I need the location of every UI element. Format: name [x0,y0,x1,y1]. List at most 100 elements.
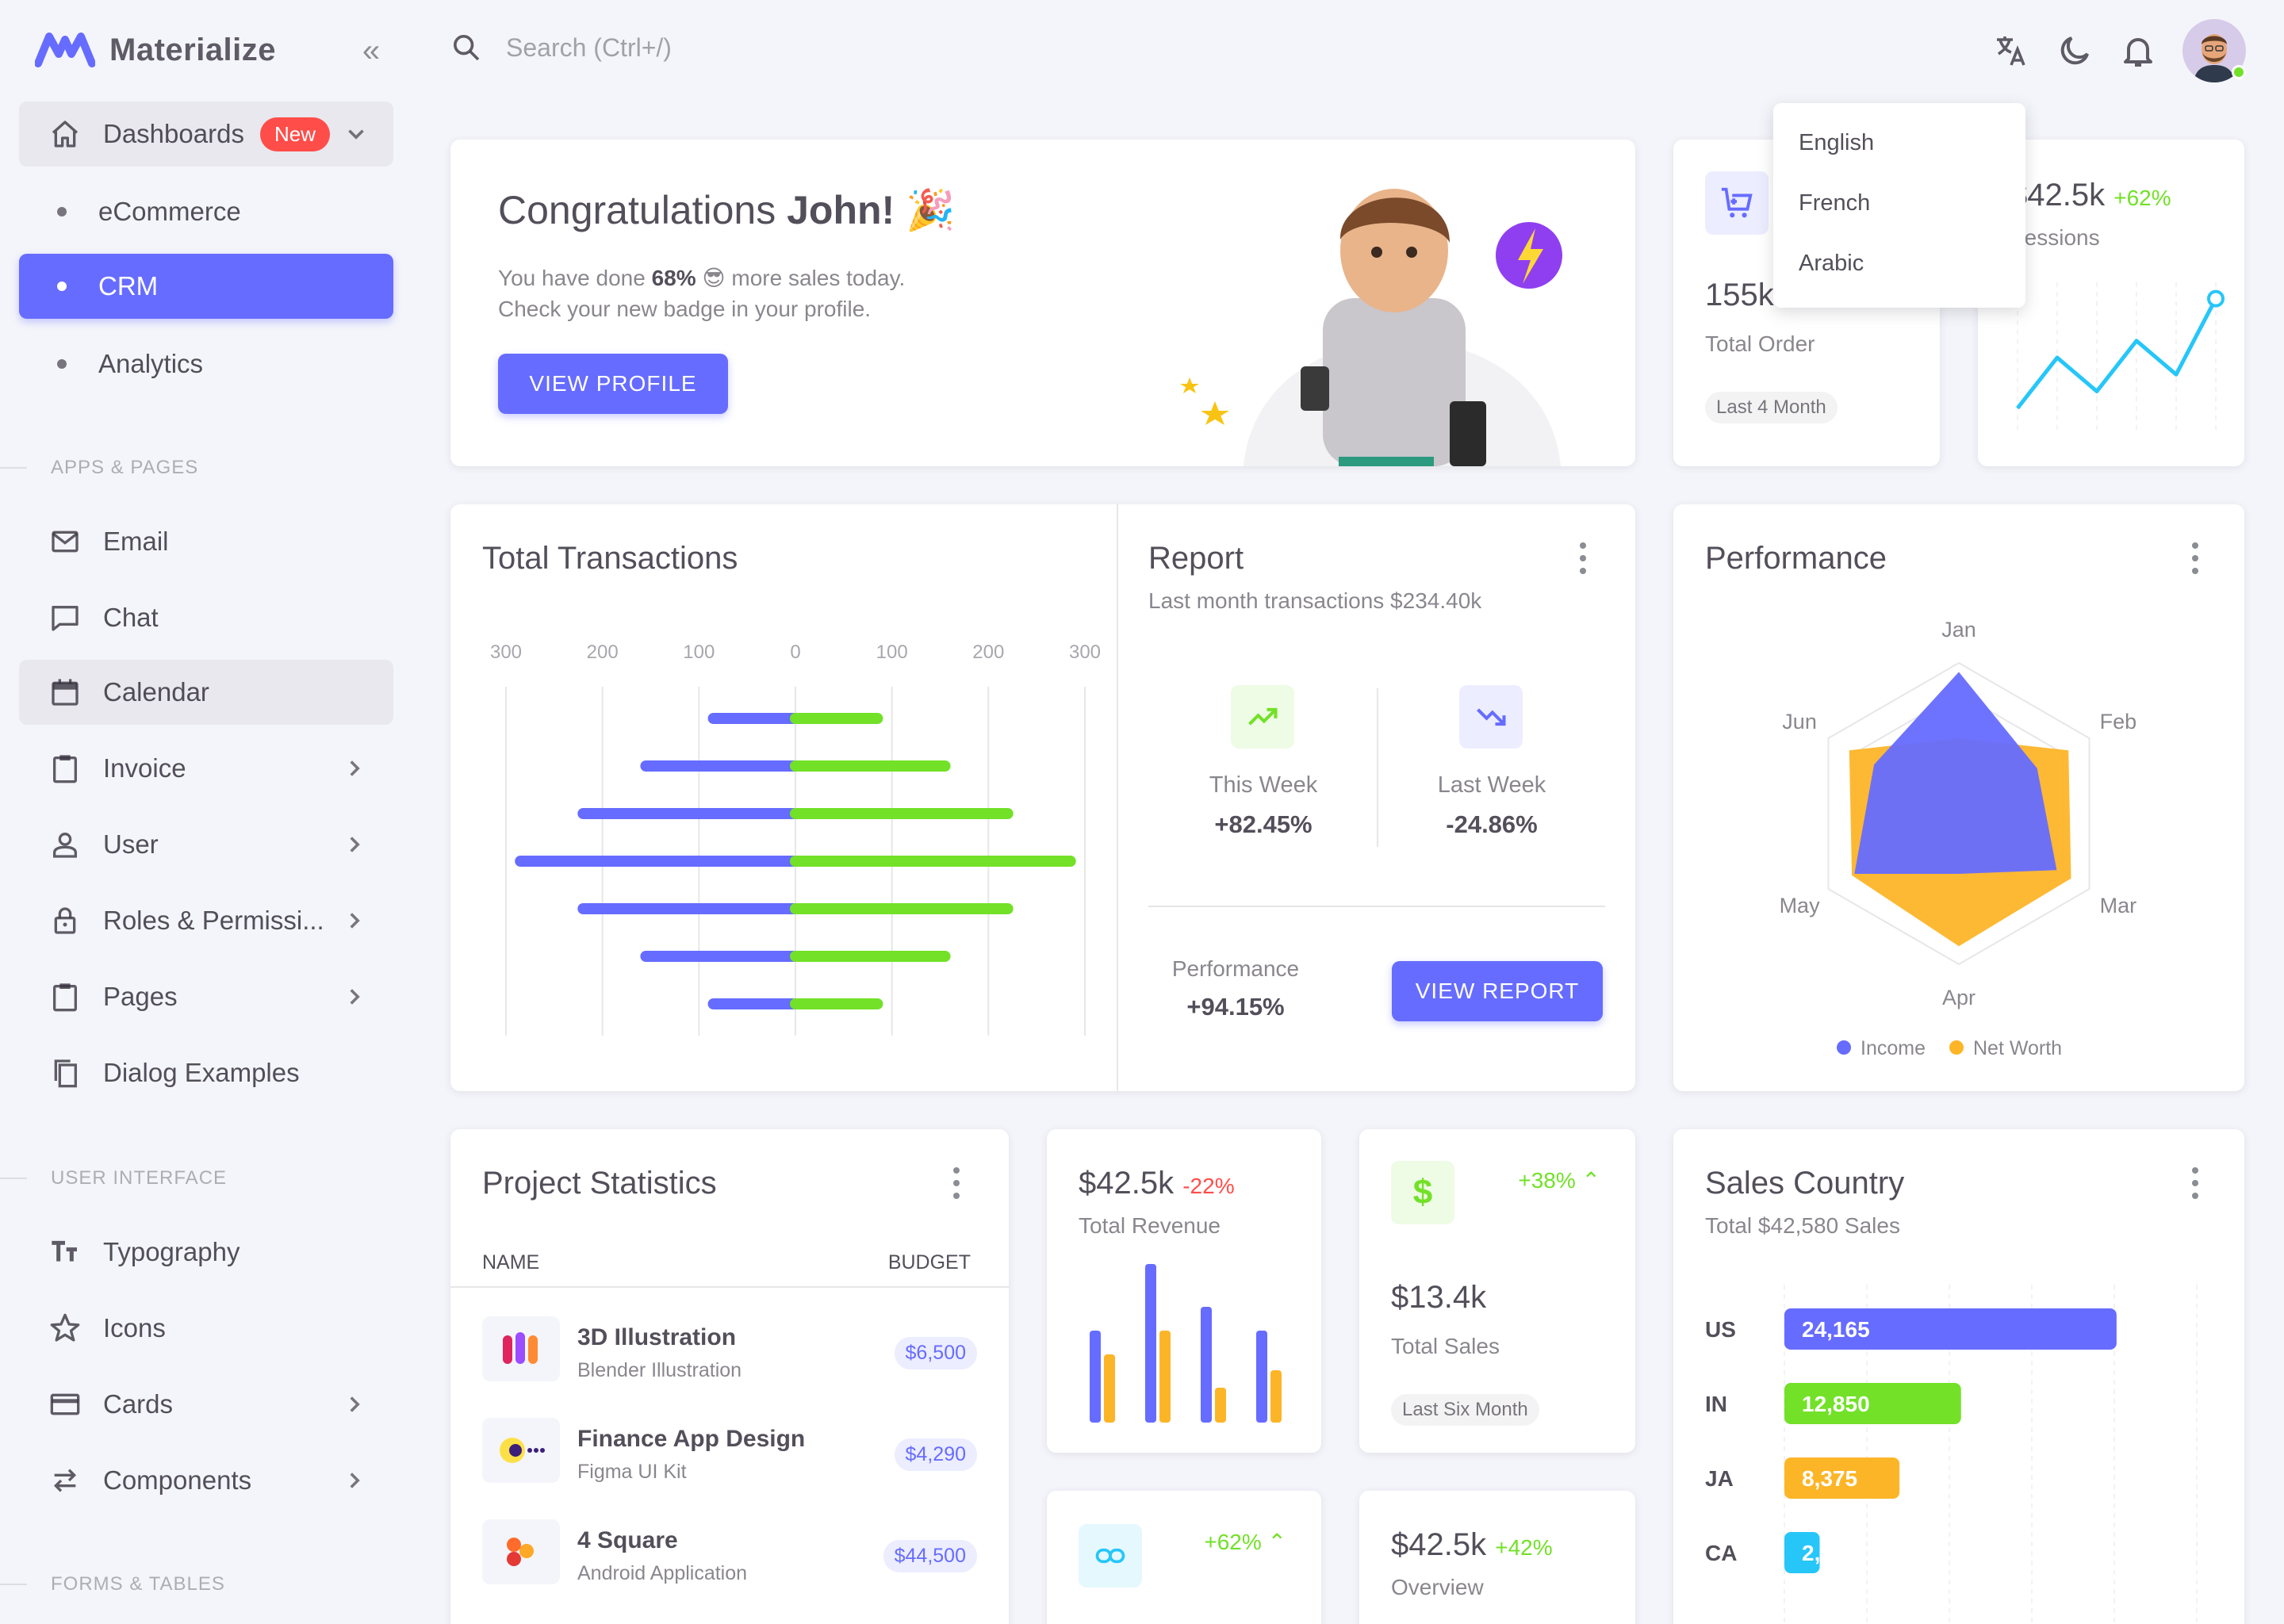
table-row[interactable]: 4 Square Android Application $44,500 [450,1519,1009,1607]
sidebar-item-label: Invoice [103,753,186,783]
sidebar-item-typography[interactable]: Typography [19,1220,393,1285]
sidebar-item-invoice[interactable]: Invoice [19,736,393,801]
sidebar-item-label: Components [103,1465,252,1495]
user-icon [48,827,82,862]
axis-tick-label: 100 [683,642,715,663]
performance-label: Performance [1171,956,1300,981]
trending-down-icon [1459,685,1523,749]
project-name: Finance App Design [577,1426,806,1452]
axis-tick-label: 300 [490,642,522,663]
country-label: JA [1705,1466,1734,1491]
language-option-english[interactable]: English [1799,130,1875,155]
more-options-icon[interactable] [1578,542,1588,574]
total-revenue-label: Total Revenue [1079,1213,1221,1238]
link-icon [1079,1524,1142,1588]
sidebar-item-label: Roles & Permissi... [103,906,324,935]
finance-app-icon [482,1418,560,1483]
report-title: Report [1148,541,1244,576]
more-options-icon[interactable] [2190,1167,2200,1199]
chevron-right-icon [350,760,360,776]
axis-tick-label: 300 [1069,642,1101,663]
lock-icon [48,903,82,938]
last-week-value: -24.86% [1446,810,1538,838]
axis-tick-label: 200 [587,642,619,663]
cart-icon-box [1705,171,1769,235]
section-title-ui: USER INTERFACE [0,1167,227,1189]
overview-value: $42.5k +42% [1391,1527,1553,1562]
sidebar-item-label: User [103,829,159,859]
sidebar-item-components[interactable]: Components [19,1448,393,1513]
table-row[interactable]: 3D Illustration Blender Illustration $6,… [450,1316,1009,1404]
sidebar-item-label: Typography [103,1237,240,1266]
sidebar-item-icons[interactable]: Icons [19,1296,393,1361]
radar-axis-label: Mar [2100,894,2137,917]
sidebar-item-dashboards[interactable]: Dashboards New [19,102,393,167]
bell-icon[interactable] [2119,32,2157,70]
typography-icon [48,1235,82,1270]
project-subtitle: Blender Illustration [577,1359,742,1381]
divider [1148,906,1605,907]
sidebar-item-roles[interactable]: Roles & Permissi... [19,888,393,953]
total-order-label: Total Order [1705,331,1815,356]
country-value-label: 12,850 [1802,1392,1870,1416]
congrats-line-1: You have done 68% 😎 more sales today. [498,266,906,290]
chevron-right-icon [350,837,360,852]
view-profile-button[interactable]: VIEW PROFILE [498,354,728,414]
trending-up-icon [1231,685,1294,749]
language-option-french[interactable]: French [1799,190,1871,216]
sidebar-item-analytics[interactable]: Analytics [19,331,393,396]
sidebar-item-crm[interactable]: CRM [19,254,393,319]
app-name: Materialize [109,32,277,67]
search-bar[interactable]: Search (Ctrl+/) [450,32,672,63]
moon-icon[interactable] [2056,32,2094,70]
sidebar-item-user[interactable]: User [19,812,393,877]
search-input[interactable]: Search (Ctrl+/) [506,33,672,62]
sessions-end-point [2207,289,2225,308]
overview-card: $42.5k +42% Overview [1359,1491,1635,1624]
chevron-right-icon [350,1473,360,1488]
radar-axis-label: Feb [2100,710,2137,733]
view-report-button[interactable]: VIEW REPORT [1392,961,1603,1021]
mail-icon [48,524,82,559]
sidebar-item-ecommerce[interactable]: eCommerce [19,179,393,244]
sidebar-item-calendar[interactable]: Calendar [19,660,393,725]
legend-net-worth: Net Worth [1949,1037,2062,1060]
collapse-sidebar-icon[interactable]: « [362,33,381,68]
total-revenue-card: $42.5k -22% Total Revenue [1047,1129,1321,1453]
chat-icon [48,600,82,635]
sidebar-item-email[interactable]: Email [19,509,393,574]
home-icon [48,117,82,151]
last-4-month-chip: Last 4 Month [1705,392,1838,423]
more-options-icon[interactable] [952,1167,961,1199]
sidebar-item-dialog-examples[interactable]: Dialog Examples [19,1040,393,1105]
performance-radar-chart: Jan Feb Mar Apr May Jun [1780,618,2137,1009]
divider [1117,504,1118,1091]
sidebar-item-chat[interactable]: Chat [19,585,393,650]
country-label: CA [1705,1541,1737,1565]
radar-axis-label: Apr [1942,986,1976,1009]
table-row[interactable]: Finance App Design Figma UI Kit $4,290 [450,1418,1009,1505]
sidebar-item-label: eCommerce [98,197,241,226]
section-title-forms: FORMS & TABLES [0,1573,225,1595]
sidebar-item-label: Analytics [98,349,204,378]
sidebar-item-pages[interactable]: Pages [19,964,393,1029]
country-bar [1784,1457,1900,1499]
this-week-value: +82.45% [1214,810,1313,838]
revenue-bar [1256,1331,1267,1423]
radar-series-income [1854,672,2057,874]
revenue-bar-chart [1090,1264,1282,1423]
total-sales-card: $ +38% ⌃ $13.4k Total Sales Last Six Mon… [1359,1129,1635,1453]
bullet-icon [57,359,67,369]
sidebar-item-cards[interactable]: Cards [19,1372,393,1437]
overview-label: Overview [1391,1575,1484,1599]
more-options-icon[interactable] [2190,542,2200,574]
sidebar-item-label: Icons [103,1313,166,1342]
chevron-right-icon [350,1396,360,1412]
performance-value: +94.15% [1186,993,1285,1021]
revenue-bar [1145,1264,1156,1423]
sidebar-item-label: Dashboards [103,119,244,148]
avatar[interactable] [2182,19,2246,82]
language-option-arabic[interactable]: Arabic [1799,251,1864,276]
translate-icon[interactable] [1992,32,2030,70]
app-logo[interactable]: Materialize [35,32,276,68]
